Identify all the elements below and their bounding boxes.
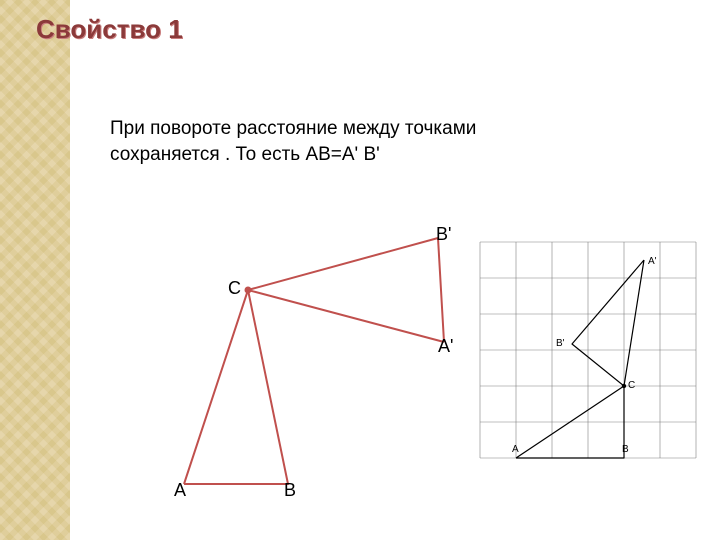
diagram-right: A B C A' B'	[476, 238, 700, 462]
diagram-left: C A B A' B'	[150, 220, 470, 510]
label-A: A	[174, 480, 186, 501]
grid-label-C: C	[628, 380, 635, 391]
grid-label-B: B	[622, 444, 629, 455]
grid-label-A: A	[512, 444, 519, 455]
diagram-left-svg	[150, 220, 470, 510]
label-A-prime: A'	[438, 336, 453, 357]
label-B-prime: B'	[436, 224, 451, 245]
label-B: B	[284, 480, 296, 501]
diagram-right-svg	[476, 238, 700, 462]
decorative-strip	[0, 0, 70, 540]
label-C: C	[228, 278, 241, 299]
grid-label-A-prime: A'	[648, 256, 657, 267]
theorem-text: При повороте расстояние между точками со…	[110, 116, 590, 167]
grid-label-B-prime: B'	[556, 338, 565, 349]
page-title: Свойство 1	[36, 14, 183, 45]
